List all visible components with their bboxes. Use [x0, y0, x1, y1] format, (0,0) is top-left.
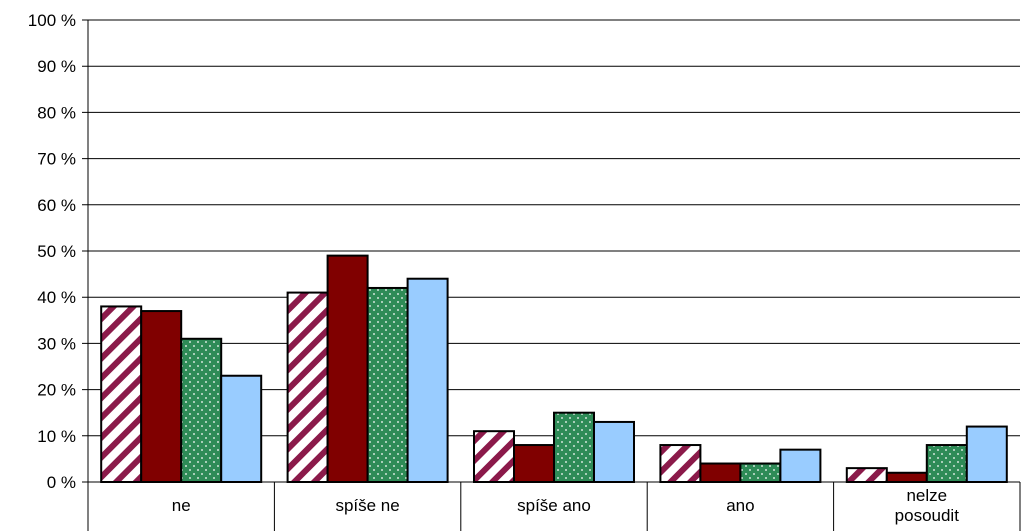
y-tick-label: 40 % [37, 288, 76, 307]
y-tick-label: 70 % [37, 150, 76, 169]
bar [286, 291, 329, 483]
bar [699, 462, 742, 483]
bar [965, 425, 1008, 483]
y-tick-label: 30 % [37, 334, 76, 353]
bar [366, 286, 409, 483]
y-tick-label: 50 % [37, 242, 76, 261]
bars [100, 254, 1008, 484]
labels: 0 % 10 % 20 % 30 % 40 % 50 % 60 % 70 % 80 % 90 % 1… [28, 11, 959, 525]
y-tick-label: 100 % [28, 11, 76, 30]
x-category-label: spíše ne [335, 496, 399, 515]
y-tick-label: 60 % [37, 196, 76, 215]
bar [326, 254, 369, 483]
y-tick-label: 20 % [37, 381, 76, 400]
bar [845, 467, 888, 484]
x-category-label: spíše ano [517, 496, 591, 515]
y-tick-label: 90 % [37, 57, 76, 76]
bar [100, 305, 143, 483]
x-category-label: nelze posoudit [895, 486, 960, 525]
bar [925, 444, 968, 484]
x-category-label: ano [726, 496, 754, 515]
x-category-label: ne [172, 496, 191, 515]
bar [553, 411, 595, 484]
bar [140, 310, 183, 483]
bar [885, 471, 928, 484]
y-tick-label: 80 % [37, 103, 76, 122]
y-tick-label: 0 % [47, 473, 76, 492]
bar [739, 462, 782, 483]
axes [87, 20, 1021, 531]
bar [406, 277, 449, 483]
bar [473, 430, 515, 483]
bar [513, 444, 555, 484]
bar [779, 448, 822, 484]
bar [659, 444, 702, 484]
bar [180, 337, 223, 483]
bar [593, 420, 635, 484]
bar [220, 374, 263, 483]
y-tick-label: 10 % [37, 427, 76, 446]
